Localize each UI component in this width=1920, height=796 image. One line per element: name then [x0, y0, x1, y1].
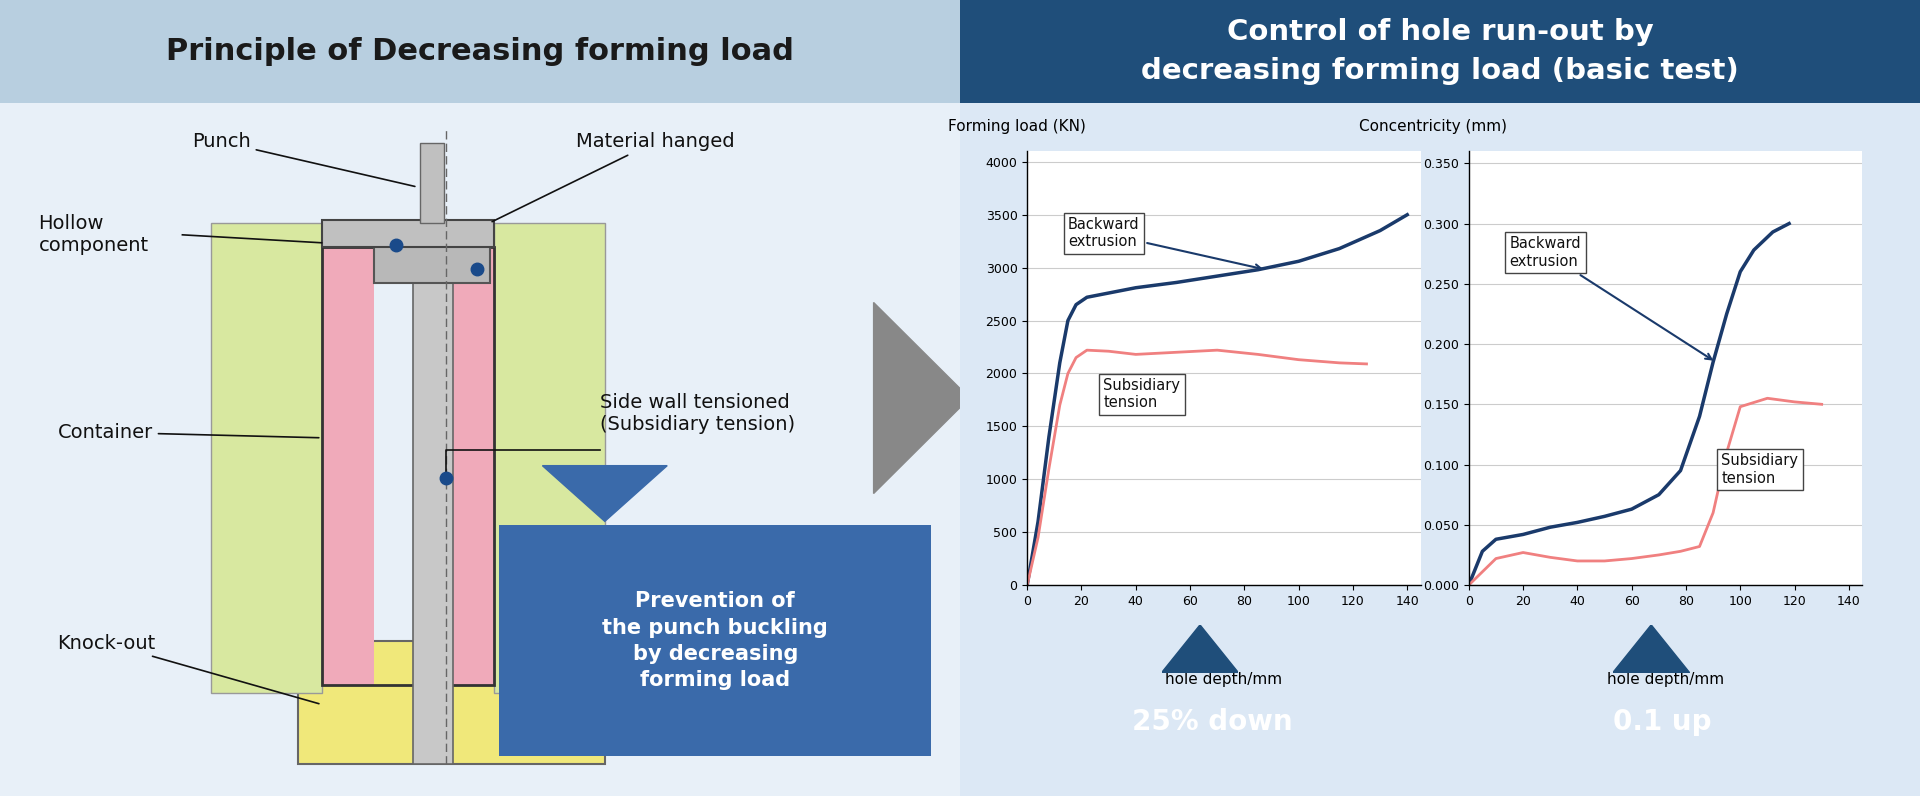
FancyBboxPatch shape — [298, 641, 605, 764]
Polygon shape — [1162, 625, 1238, 673]
FancyBboxPatch shape — [374, 223, 490, 283]
FancyBboxPatch shape — [0, 103, 960, 796]
FancyBboxPatch shape — [211, 223, 323, 693]
Text: 0.1 up: 0.1 up — [1613, 708, 1711, 736]
Text: Subsidiary
tension: Subsidiary tension — [1104, 378, 1181, 410]
Text: hole depth/mm: hole depth/mm — [1607, 672, 1724, 687]
Text: Principle of Decreasing forming load: Principle of Decreasing forming load — [165, 37, 795, 66]
Text: Side wall tensioned
(Subsidiary tension): Side wall tensioned (Subsidiary tension) — [599, 393, 795, 435]
FancyBboxPatch shape — [960, 103, 1920, 796]
Polygon shape — [541, 466, 668, 521]
Text: Backward
extrusion: Backward extrusion — [1068, 217, 1261, 270]
Text: Prevention of
the punch buckling
by decreasing
forming load: Prevention of the punch buckling by decr… — [603, 591, 828, 690]
Text: Material hanged: Material hanged — [492, 132, 735, 221]
Text: Control of hole run-out by
decreasing forming load (basic test): Control of hole run-out by decreasing fo… — [1140, 18, 1740, 85]
FancyBboxPatch shape — [442, 247, 495, 685]
Text: Backward
extrusion: Backward extrusion — [1509, 236, 1711, 359]
Polygon shape — [874, 302, 970, 494]
FancyBboxPatch shape — [413, 263, 453, 764]
Text: Knock-out: Knock-out — [58, 634, 319, 704]
FancyBboxPatch shape — [323, 247, 374, 685]
Text: Subsidiary
tension: Subsidiary tension — [1720, 453, 1799, 486]
FancyBboxPatch shape — [0, 0, 960, 103]
Text: hole depth/mm: hole depth/mm — [1165, 672, 1283, 687]
FancyBboxPatch shape — [960, 0, 1920, 103]
Text: Concentricity (mm): Concentricity (mm) — [1359, 119, 1507, 134]
FancyBboxPatch shape — [323, 220, 495, 247]
FancyBboxPatch shape — [495, 223, 605, 693]
Text: 25% down: 25% down — [1133, 708, 1292, 736]
FancyBboxPatch shape — [499, 525, 931, 756]
Polygon shape — [1613, 625, 1690, 673]
Text: Hollow
component: Hollow component — [38, 214, 148, 256]
Text: Container: Container — [58, 423, 319, 442]
FancyBboxPatch shape — [420, 143, 445, 223]
Text: Forming load (KN): Forming load (KN) — [948, 119, 1087, 134]
Text: Punch: Punch — [192, 132, 415, 186]
